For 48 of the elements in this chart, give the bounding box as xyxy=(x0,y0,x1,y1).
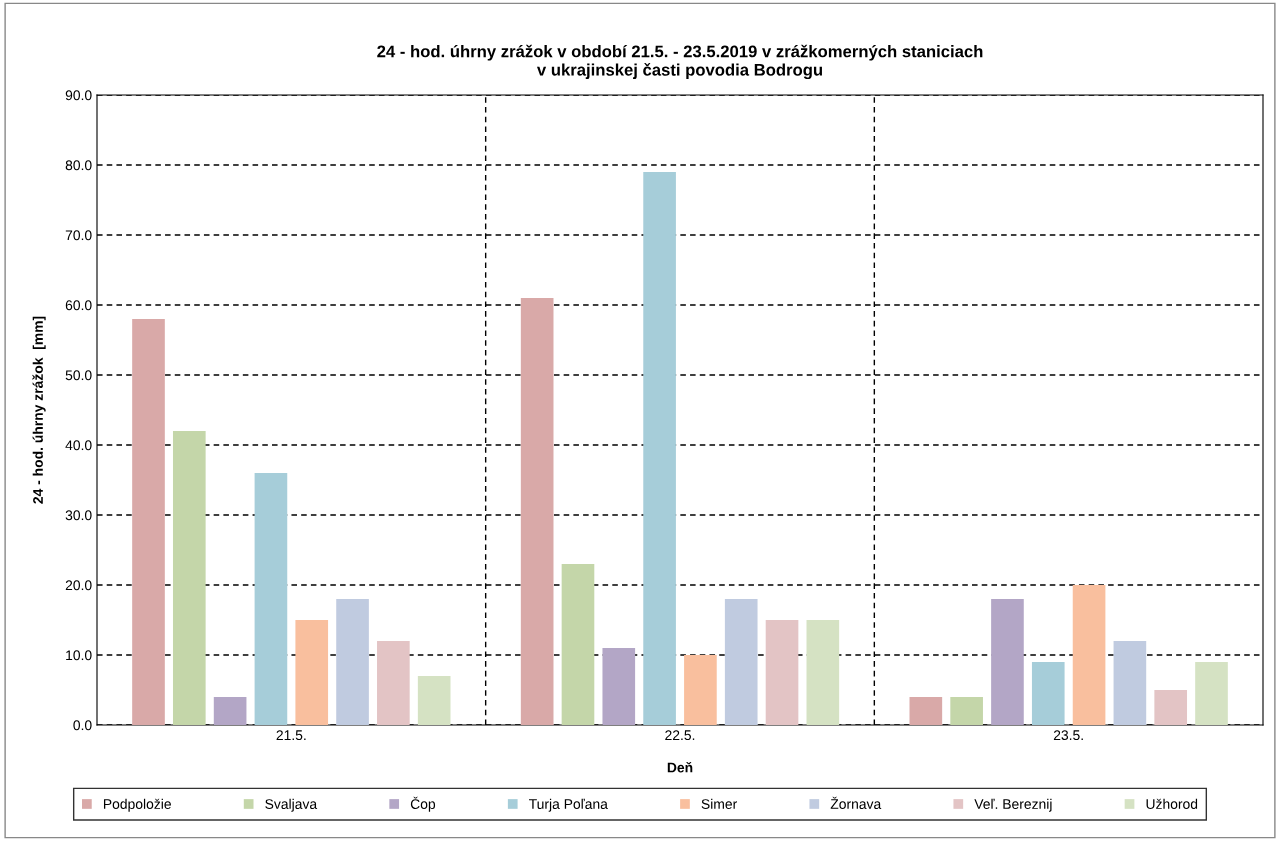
bar xyxy=(602,648,636,725)
legend-label: Turja Poľana xyxy=(529,798,608,812)
x-tick-label: 22.5. xyxy=(665,730,695,741)
y-tick-label: 80.0 xyxy=(65,160,92,171)
bar xyxy=(765,620,799,725)
bar xyxy=(295,620,329,725)
y-tick-label: 10.0 xyxy=(66,650,92,661)
bar xyxy=(132,319,165,725)
y-tick-label: 0.0 xyxy=(73,720,92,731)
bar xyxy=(520,298,554,725)
bar xyxy=(561,564,595,725)
legend-label: Čop xyxy=(410,796,436,812)
bar xyxy=(1195,662,1228,725)
y-tick-label: 30.0 xyxy=(65,510,92,521)
x-tick-label: 23.5. xyxy=(1053,730,1083,741)
bar xyxy=(417,676,451,725)
legend-label: Užhorod xyxy=(1146,798,1198,809)
y-tick-label: 20.0 xyxy=(65,580,92,591)
x-tick-label: 21.5. xyxy=(276,730,306,741)
bar xyxy=(213,697,247,725)
bar xyxy=(684,655,717,725)
bar xyxy=(909,697,943,725)
bar xyxy=(806,620,840,725)
y-tick-label: 90.0 xyxy=(65,90,92,101)
y-axis-title: 24 - hod. úhrny zrážok [mm] xyxy=(32,316,46,504)
y-tick-label: 40.0 xyxy=(65,440,92,451)
bar xyxy=(172,431,206,725)
bar xyxy=(377,641,410,725)
bar xyxy=(1072,585,1106,725)
legend-label: Podpoložie xyxy=(103,798,171,812)
legend-label: Veľ. Bereznij xyxy=(974,798,1052,812)
y-tick-label: 50.0 xyxy=(65,370,92,381)
bar xyxy=(336,599,369,725)
y-tick-label: 70.0 xyxy=(65,230,92,241)
bar xyxy=(1154,690,1188,725)
legend-label: Svaljava xyxy=(265,798,318,812)
y-tick-label: 60.0 xyxy=(65,300,92,311)
bar xyxy=(1113,641,1147,725)
x-axis-title: Deň xyxy=(667,761,693,773)
bar xyxy=(991,599,1024,725)
bar xyxy=(643,172,676,725)
bar xyxy=(1031,662,1065,725)
bar xyxy=(254,473,288,725)
bar xyxy=(950,697,983,725)
chart-title: 24 - hod. úhrny zrážok v období 21.5. - 23.5.2019 v zrážkomerných staniciach v ukrajinskej časti povodia Bodrogu xyxy=(377,44,983,80)
bar xyxy=(724,599,758,725)
legend-label: Žornava xyxy=(830,796,882,809)
legend-label: Simer xyxy=(701,798,737,809)
